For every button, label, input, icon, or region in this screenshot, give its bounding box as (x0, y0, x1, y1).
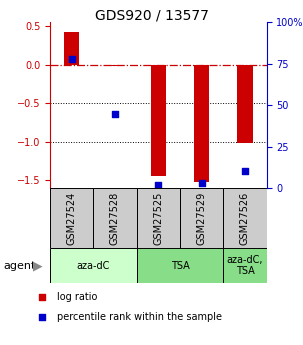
Bar (237, 65, 253, 144)
Text: aza-dC,
TSA: aza-dC, TSA (227, 255, 263, 276)
Point (40, 294, 45, 299)
Bar (151, 65, 166, 177)
Text: log ratio: log ratio (57, 292, 98, 302)
Point (40, 315, 45, 320)
Bar (64, 32, 79, 65)
Bar (194, 65, 209, 182)
Bar (50, 248, 137, 283)
Bar (137, 188, 180, 248)
Text: GSM27525: GSM27525 (153, 191, 163, 245)
Text: TSA: TSA (171, 261, 189, 270)
Bar (180, 188, 223, 248)
Text: GSM27528: GSM27528 (110, 191, 120, 245)
Point (199, 180, 204, 186)
Bar (107, 65, 123, 66)
Point (242, 169, 247, 174)
Bar (50, 188, 93, 248)
Point (113, 111, 118, 116)
Text: GSM27529: GSM27529 (197, 191, 207, 245)
Text: GDS920 / 13577: GDS920 / 13577 (95, 9, 208, 23)
Point (69, 56, 74, 62)
Point (156, 182, 161, 187)
Text: percentile rank within the sample: percentile rank within the sample (57, 313, 222, 322)
Bar (223, 188, 267, 248)
Bar (137, 248, 223, 283)
Text: GSM27524: GSM27524 (67, 191, 77, 245)
Text: agent: agent (3, 261, 35, 270)
Bar (223, 248, 267, 283)
Bar (93, 188, 137, 248)
Text: ▶: ▶ (33, 259, 43, 272)
Text: aza-dC: aza-dC (77, 261, 110, 270)
Text: GSM27526: GSM27526 (240, 191, 250, 245)
